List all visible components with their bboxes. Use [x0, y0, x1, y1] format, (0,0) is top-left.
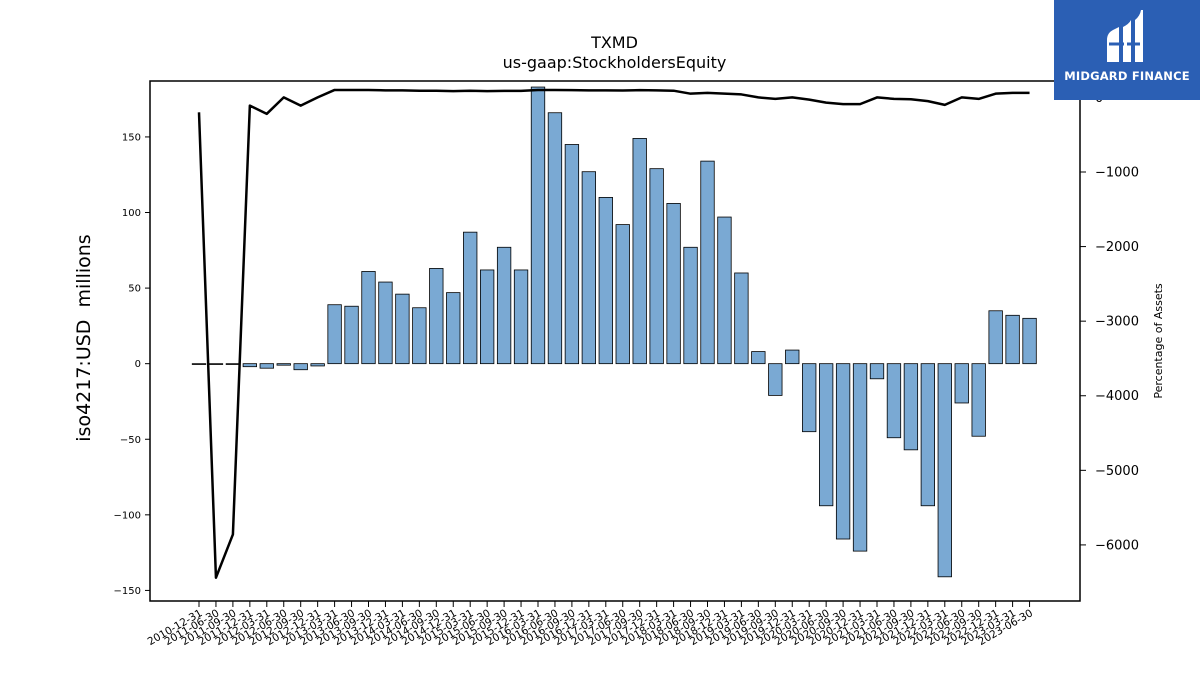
bar	[479, 269, 495, 365]
bar	[852, 363, 868, 552]
y-tick-label: −150	[114, 586, 141, 597]
bar	[903, 363, 919, 451]
bar	[429, 268, 444, 365]
chart-subtitle: us-gaap:StockholdersEquity	[503, 53, 727, 72]
brand-name: MIDGARD FINANCE	[1064, 69, 1190, 83]
axes	[149, 80, 1081, 602]
y-tick-label: −50	[120, 435, 141, 446]
y2-tick-label: −4000	[1095, 389, 1139, 404]
bar	[717, 216, 732, 365]
bar	[937, 363, 952, 578]
y2-tick-label: −1000	[1095, 165, 1139, 180]
bar	[920, 363, 935, 507]
bar	[1022, 317, 1037, 365]
bar	[463, 231, 478, 365]
bar	[446, 292, 461, 365]
bar	[835, 363, 851, 540]
bar	[649, 168, 664, 365]
bar	[785, 349, 800, 365]
y2-tick-label: −5000	[1095, 464, 1139, 479]
bars	[191, 86, 1037, 578]
ticks: −150−100−500501001500−1000−2000−3000−400…	[114, 91, 1139, 648]
bar	[802, 363, 817, 433]
y-tick-label: 100	[122, 208, 141, 219]
y-axis-label: iso4217:USD millions	[73, 234, 95, 441]
bar	[954, 363, 969, 404]
line-series	[197, 88, 1030, 579]
bar	[632, 138, 647, 365]
bar	[666, 203, 681, 365]
bar	[395, 293, 410, 365]
bar	[886, 363, 902, 439]
bar	[700, 160, 715, 365]
bar	[547, 112, 563, 365]
bar	[191, 363, 207, 365]
bar	[361, 271, 376, 365]
y2-axis-label: Percentage of Assets	[1152, 283, 1165, 399]
y-tick-label: 0	[135, 359, 141, 370]
percentage-line	[197, 88, 1030, 579]
bar	[530, 86, 546, 365]
y-tick-label: −100	[114, 510, 141, 521]
bar	[496, 246, 512, 365]
bar	[971, 363, 986, 437]
bar	[683, 246, 698, 365]
bar	[1005, 314, 1020, 365]
bar	[513, 269, 529, 365]
bar	[310, 363, 325, 367]
bar	[751, 351, 766, 365]
bar	[615, 224, 630, 365]
bar	[768, 363, 783, 396]
y2-tick-label: −2000	[1095, 240, 1139, 255]
bar	[242, 363, 258, 368]
chart-title: TXMD	[590, 33, 638, 52]
y-tick-label: 150	[122, 132, 141, 143]
y2-tick-label: −6000	[1095, 538, 1139, 553]
bar	[869, 363, 885, 380]
y2-tick-label: −3000	[1095, 315, 1139, 330]
bar	[412, 307, 427, 365]
bar	[581, 171, 596, 365]
bar	[564, 144, 580, 365]
plot-frame	[149, 80, 1081, 602]
bar	[225, 363, 241, 365]
bar	[293, 363, 308, 371]
bar	[598, 196, 613, 365]
brand-logo: MIDGARD FINANCE	[1054, 0, 1200, 100]
bar	[259, 363, 274, 369]
bar	[988, 310, 1003, 365]
bar	[344, 305, 359, 365]
logo-mark-icon	[1107, 10, 1143, 62]
bar	[208, 363, 224, 365]
bar	[378, 281, 393, 365]
bar	[734, 272, 749, 365]
y-tick-label: 50	[128, 284, 141, 295]
bar	[327, 304, 342, 365]
bar	[819, 363, 834, 507]
bar	[276, 363, 291, 366]
